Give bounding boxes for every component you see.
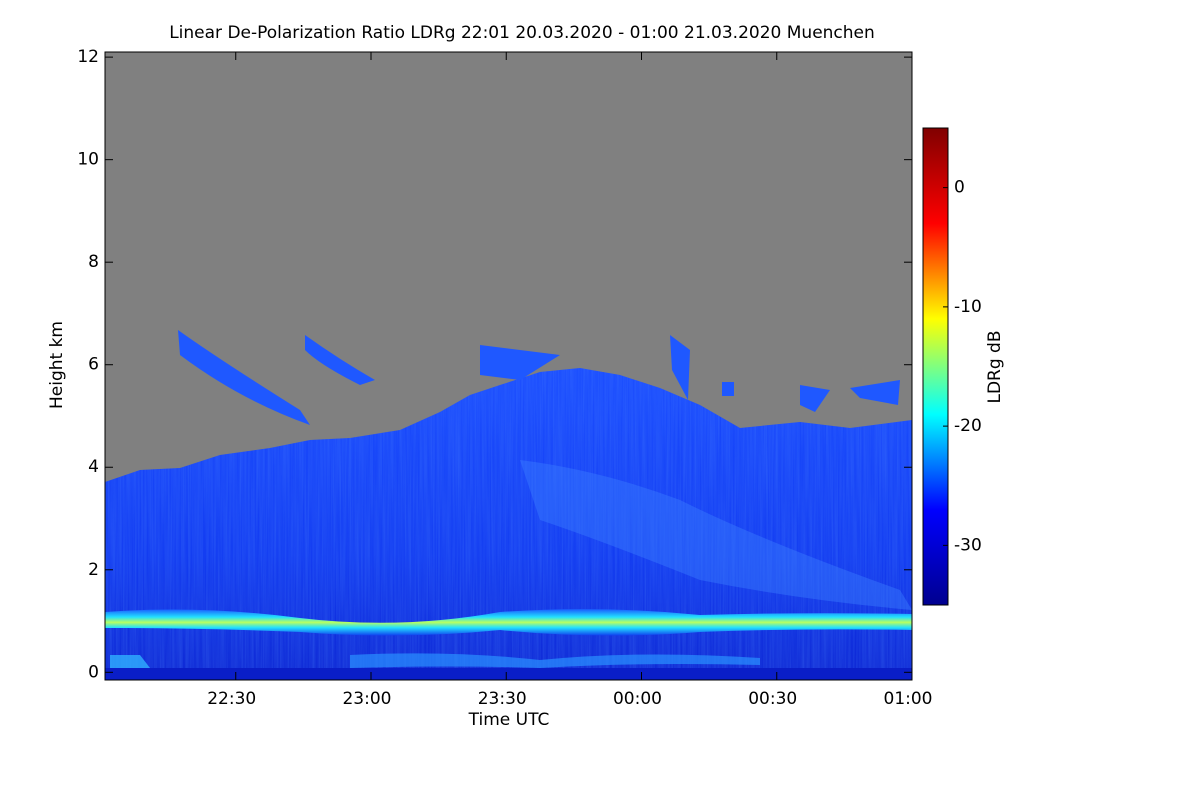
y-tick-label: 8: [88, 252, 99, 272]
colorbar-tick-label: -20: [954, 416, 982, 436]
x-axis-label: Time UTC: [468, 710, 550, 730]
x-tick-label: 22:30: [207, 689, 256, 709]
x-tick-label: 00:00: [613, 689, 662, 709]
y-tick-label: 4: [88, 457, 99, 477]
colorbar-tick-label: 0: [954, 178, 965, 198]
chart-title: Linear De-Polarization Ratio LDRg 22:01 …: [169, 23, 875, 43]
x-tick-label: 23:00: [342, 689, 391, 709]
heatmap-field: [105, 52, 912, 680]
y-tick-label: 2: [88, 560, 99, 580]
y-tick-label: 6: [88, 355, 99, 375]
x-tick-label: 00:30: [748, 689, 797, 709]
y-tick-label: 10: [77, 150, 99, 170]
y-tick-label: 0: [88, 662, 99, 682]
colorbar: [922, 127, 949, 606]
y-axis-label: Height km: [47, 321, 67, 409]
colorbar-label: LDRg dB: [985, 330, 1005, 403]
y-tick-label: 12: [77, 47, 99, 67]
colorbar-tick-label: -30: [954, 535, 982, 555]
plot-frame: [104, 51, 913, 681]
x-tick-label: 23:30: [478, 689, 527, 709]
x-tick-label: 01:00: [884, 689, 933, 709]
colorbar-tick-label: -10: [954, 297, 982, 317]
